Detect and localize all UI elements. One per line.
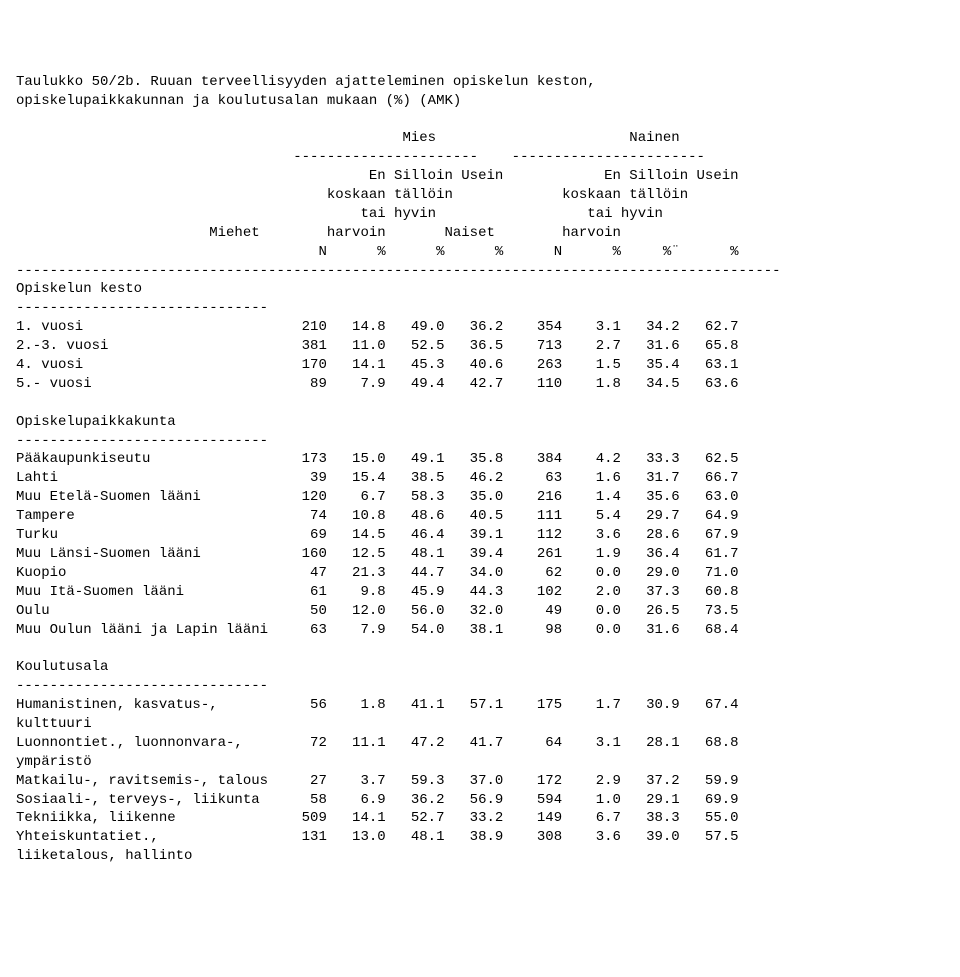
table-document: Taulukko 50/2b. Ruuan terveellisyyden aj… xyxy=(16,73,960,866)
